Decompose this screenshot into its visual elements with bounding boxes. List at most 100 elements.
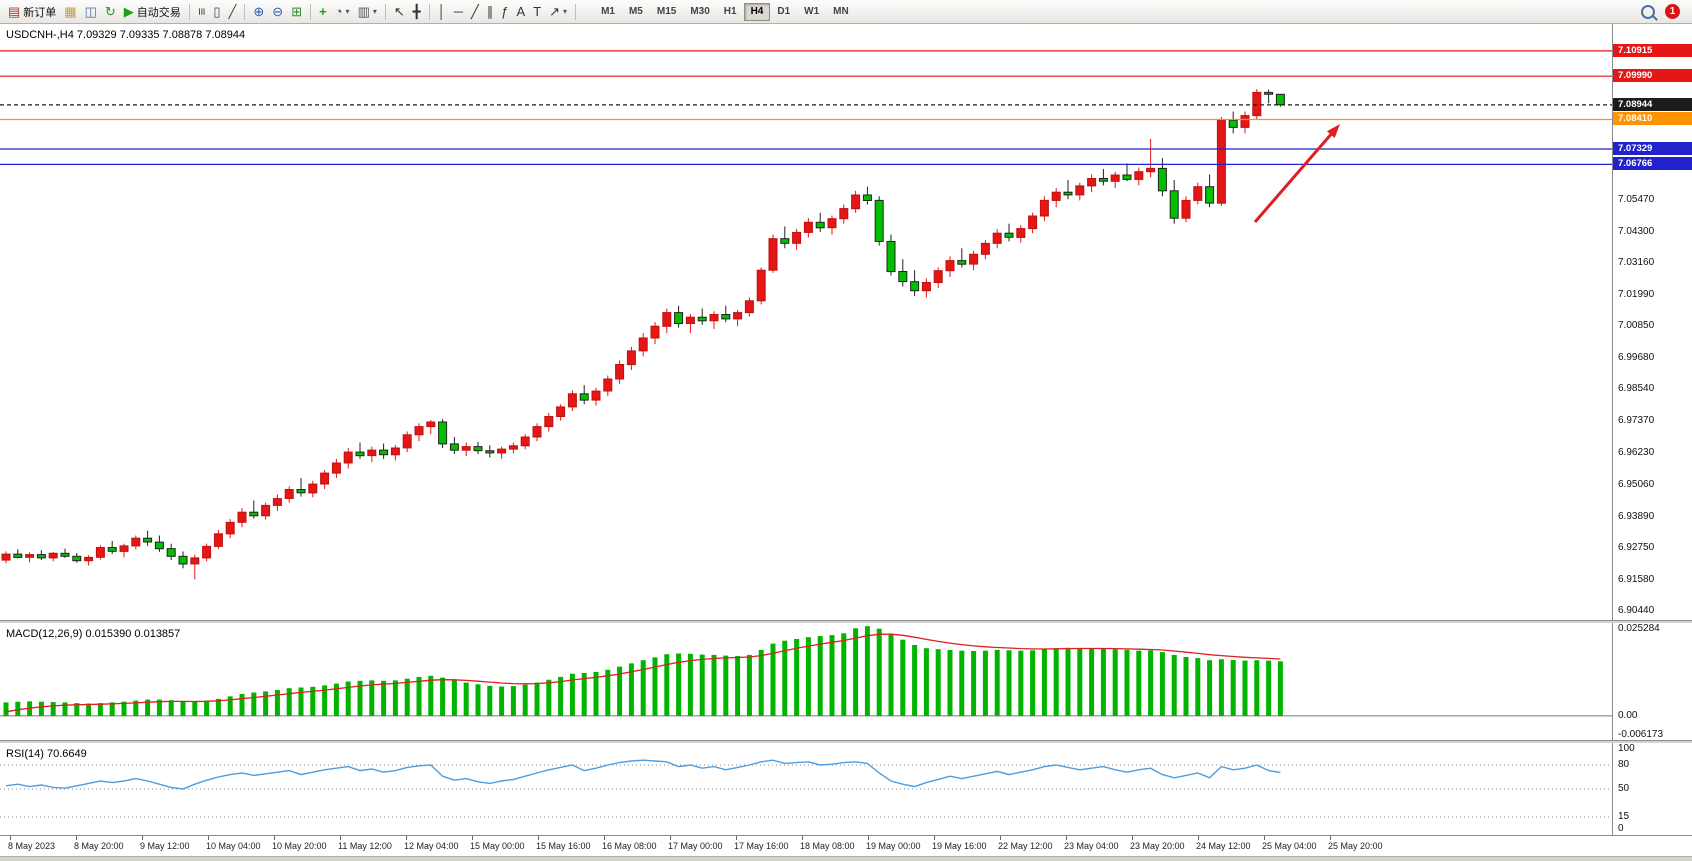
candle-body (390, 447, 400, 456)
candle-body (143, 537, 153, 543)
time-tick (1066, 836, 1067, 840)
macd-histogram-bar (770, 643, 776, 716)
candle-body (1028, 215, 1038, 230)
macd-histogram-bar (310, 686, 316, 716)
candlestick-mode-icon: ▯ (213, 4, 221, 19)
macd-histogram-bar (15, 701, 21, 716)
candle-body (95, 547, 105, 558)
channel-button[interactable]: ∥ (483, 2, 498, 22)
time-tick (868, 836, 869, 840)
line-chart-mode-button[interactable]: ╱ (225, 2, 241, 22)
search-icon[interactable] (1641, 4, 1655, 19)
timeframe-m1[interactable]: M1 (594, 3, 622, 21)
macd-histogram-bar (1195, 658, 1201, 716)
rsi-line (5, 759, 1281, 790)
fibonacci-icon: ƒ (501, 4, 509, 19)
notification-badge[interactable]: 1 (1665, 4, 1680, 19)
macd-histogram-bar (853, 628, 859, 716)
macd-signal-line (5, 633, 1281, 713)
cursor-button[interactable]: ↖ (390, 2, 409, 22)
panel-splitter[interactable] (0, 620, 1692, 623)
time-tick (934, 836, 935, 840)
line-chart-mode-icon: ╱ (228, 4, 237, 19)
candle-body (933, 270, 943, 283)
macd-histogram-bar (1065, 647, 1071, 716)
candle-body (1169, 190, 1179, 219)
fibonacci-button[interactable]: ƒ (497, 2, 512, 22)
rsi-scale-label: 100 (1618, 743, 1635, 754)
time-axis-label: 11 May 12:00 (338, 841, 392, 851)
tile-windows-button[interactable]: ⊞ (287, 2, 306, 22)
zoom-in-button[interactable]: ⊕ (249, 2, 268, 22)
candle-body (320, 472, 330, 485)
candle-body (957, 260, 967, 265)
macd-histogram-bar (86, 703, 92, 716)
indicators-icon: + (319, 4, 327, 19)
rsi-scale-label: 0 (1618, 823, 1624, 834)
timeframe-m5[interactable]: M5 (622, 3, 650, 21)
timeframe-h1[interactable]: H1 (717, 3, 744, 21)
candlestick-chart[interactable] (0, 24, 1613, 620)
panel-splitter[interactable] (0, 740, 1692, 743)
candle-body (284, 489, 294, 499)
macd-histogram-bar (558, 676, 564, 716)
macd-histogram-bar (522, 684, 528, 716)
rsi-scale[interactable]: 100 80 50 15 0 (1613, 743, 1692, 835)
macd-histogram-bar (180, 701, 186, 716)
timeframe-mn[interactable]: MN (826, 3, 856, 21)
templates-button[interactable]: ▥ ▾ (354, 2, 381, 22)
timeframe-m30[interactable]: M30 (683, 3, 716, 21)
candle-body (1275, 93, 1285, 106)
candlestick-mode-button[interactable]: ▯ (209, 2, 224, 22)
price-line-tag: 7.09990 (1613, 69, 1692, 83)
trendline-button[interactable]: ╱ (467, 2, 483, 22)
candle-body (438, 421, 448, 445)
price-axis-label: 6.92750 (1618, 541, 1655, 553)
macd-chart[interactable] (0, 623, 1613, 740)
macd-histogram-bar (62, 702, 68, 716)
candle-body (1181, 199, 1191, 219)
macd-histogram-bar (1041, 649, 1047, 716)
arrows-button[interactable]: ↗ ▾ (545, 2, 571, 22)
macd-histogram-bar (699, 654, 705, 716)
rsi-chart[interactable] (0, 743, 1613, 835)
vertical-line-icon: │ (437, 4, 446, 19)
trend-arrow-annotation[interactable] (1253, 124, 1340, 223)
macd-histogram-bar (168, 700, 174, 716)
autotrading-button[interactable]: ▶ 自动交易 (120, 2, 185, 22)
periods-button[interactable]: ◔ ▾ (331, 2, 354, 22)
macd-histogram-bar (1183, 657, 1189, 716)
text-button[interactable]: A (513, 2, 530, 22)
macd-histogram-bar (3, 702, 9, 716)
price-scale[interactable]: 7.10915 7.09990 7.08944 7.08410 7.07329 7.067… (1613, 24, 1692, 620)
candle-body (331, 462, 341, 474)
macd-histogram-bar (676, 653, 682, 716)
horizontal-line-button[interactable]: ─ (450, 2, 467, 22)
refresh-button[interactable]: ↻ (101, 2, 120, 22)
vertical-line-button[interactable]: │ (434, 2, 450, 22)
candle-body (1240, 115, 1250, 128)
time-axis[interactable]: 8 May 2023 8 May 20:00 9 May 12:00 10 May 0… (0, 835, 1692, 856)
timeframe-d1[interactable]: D1 (770, 3, 797, 21)
candle-body (886, 241, 896, 273)
timeframe-w1[interactable]: W1 (797, 3, 826, 21)
candle-body (992, 232, 1002, 244)
candle-body (839, 208, 849, 220)
bar-chart-mode-button[interactable]: ≡ (194, 2, 210, 22)
charts-button[interactable]: ▦ (60, 2, 80, 22)
macd-histogram-bar (1136, 650, 1142, 716)
timeframe-m15[interactable]: M15 (650, 3, 683, 21)
zoom-out-button[interactable]: ⊖ (268, 2, 287, 22)
toolbar-buttons: ▤ 新订单 ▦ ◫ ↻ ▶ 自动交易 ≡ ▯ ╱ ⊕ ⊖ ⊞ + ◔ ▾ ▥ ▾ ↖ ╋ │ ─ ╱ ∥ ƒ A T ↗ ▾ (4, 2, 580, 22)
candle-body (1087, 178, 1097, 187)
market-watch-button[interactable]: ◫ (81, 2, 101, 22)
candle-body (945, 260, 955, 272)
indicators-button[interactable]: + (315, 2, 331, 22)
candle-body (449, 443, 459, 451)
candle-body (202, 545, 212, 559)
macd-scale[interactable]: 0.025284 0.00 -0.006173 (1613, 623, 1692, 740)
crosshair-button[interactable]: ╋ (409, 2, 425, 22)
new-order-button[interactable]: ▤ 新订单 (4, 2, 60, 22)
timeframe-h4[interactable]: H4 (743, 2, 771, 21)
label-button[interactable]: T (529, 2, 545, 22)
